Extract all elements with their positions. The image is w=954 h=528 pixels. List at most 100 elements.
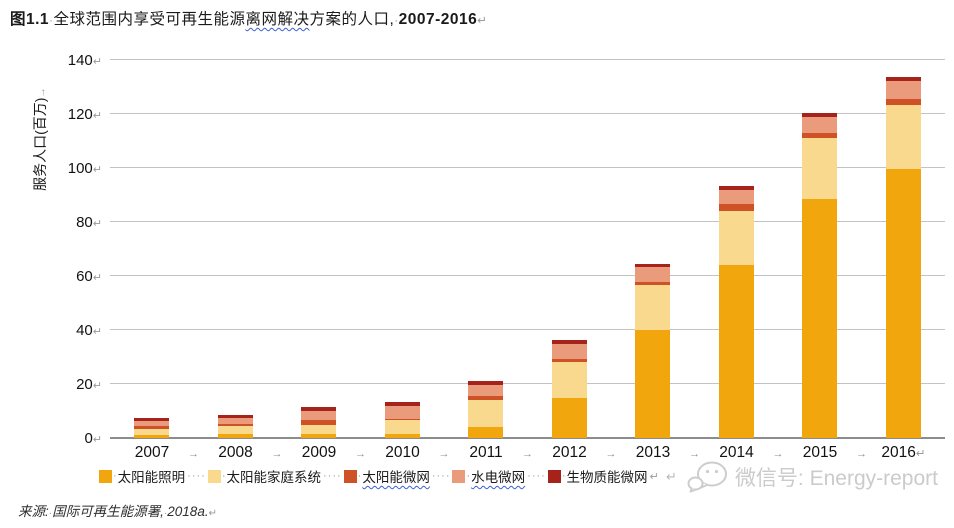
gridline <box>110 329 945 330</box>
bar-segment <box>217 414 253 419</box>
bar-segment <box>468 395 504 401</box>
gridline <box>110 383 945 384</box>
tab-mark: → <box>605 448 617 460</box>
paragraph-mark: ↵ <box>649 470 660 483</box>
bar-segment <box>468 400 504 428</box>
bar-2013 <box>635 263 671 438</box>
bar-segment <box>635 281 671 285</box>
x-tick-year: 2010 <box>385 444 420 461</box>
bar-segment <box>551 397 587 438</box>
paragraph-mark: ↵ <box>208 508 218 519</box>
bar-segment <box>551 361 587 398</box>
y-tick-value: 20 <box>76 376 93 393</box>
x-tick-label: 2015 <box>778 444 862 462</box>
x-tick-year: 2009 <box>301 444 337 461</box>
space-mark: · <box>163 508 168 519</box>
x-tick-label: 2012 <box>528 444 612 462</box>
x-tick-label: 2008 <box>194 444 278 462</box>
bar-segment <box>468 427 504 438</box>
source-year: 2018a. <box>167 504 209 519</box>
line-break-mark: ↵ <box>92 110 102 122</box>
source-note: 来源:·国际可再生能源署,·2018a.↵ <box>18 500 217 520</box>
legend-swatch <box>99 469 112 483</box>
bar-2009 <box>301 407 337 438</box>
bar-segment <box>134 421 170 427</box>
bar-segment <box>802 133 838 138</box>
x-tick-year: 2008 <box>218 444 253 461</box>
y-tick-label: 60↵ <box>32 268 102 285</box>
tab-mark: → <box>689 448 700 460</box>
tab-mark: → <box>355 448 366 460</box>
wechat-icon <box>687 461 727 493</box>
x-tick-label: 2010 <box>361 444 445 462</box>
bar-segment <box>885 104 921 170</box>
gridline <box>110 59 945 60</box>
bar-segment <box>217 433 253 438</box>
space-mark: · <box>561 470 566 482</box>
line-break-mark: ↵ <box>92 56 102 68</box>
legend-swatch <box>343 469 357 483</box>
space-mark: · <box>394 14 399 27</box>
x-tick-year: 2012 <box>552 444 587 461</box>
bar-segment <box>885 77 921 82</box>
x-tick-year: 2007 <box>134 444 170 461</box>
x-tick-year: 2015 <box>802 444 838 461</box>
bar-2016 <box>885 77 921 438</box>
plot-area: 0↵ 20↵ 40↵ 60↵ 80↵ 100↵ 120↵ 140↵ 2007 2008 → 2009 →… <box>68 52 945 461</box>
y-tick-label: 80↵ <box>32 214 102 231</box>
bar-segment <box>468 380 504 385</box>
y-tick-label: 140↵ <box>32 52 102 69</box>
bar-segment <box>384 418 420 420</box>
bar-segment <box>551 358 587 362</box>
bar-segment <box>635 284 671 330</box>
paragraph-mark: ↵ <box>915 447 926 460</box>
bar-segment <box>885 169 921 438</box>
legend-label: 太阳能照明 <box>117 470 186 485</box>
bar-segment <box>885 98 921 105</box>
bar-2014 <box>718 185 754 438</box>
legend-label: 太阳能家庭系统 <box>226 470 322 485</box>
y-tick-label: 120↵ <box>32 106 102 123</box>
x-tick-label: 2011 <box>444 444 528 462</box>
legend-label: 水电微网 <box>471 470 526 485</box>
x-tick-year: 2014 <box>719 444 754 461</box>
bar-segment <box>468 384 504 396</box>
bar-segment <box>384 433 420 438</box>
line-break-mark: ↵ <box>92 164 102 176</box>
space-marks: ···· <box>431 470 451 482</box>
bar-segment <box>134 426 170 430</box>
watermark: ↵ 微信号: Energy-report <box>666 460 938 494</box>
paragraph-mark: ↵ <box>477 14 488 27</box>
figure-title: 图1.1·全球范围内享受可再生能源离网解决方案的人口,·2007-2016↵ <box>10 7 488 29</box>
figure-number: 图1.1 <box>10 11 50 28</box>
tab-mark: → <box>772 448 784 460</box>
y-axis-title: 服务人口(百万)→ <box>30 73 50 205</box>
bar-segment <box>134 435 170 438</box>
legend: · 太阳能照明 ···· · 太阳能家庭系统 ···· · 太阳能微网 ···· · 水电微网 ···… <box>99 466 662 486</box>
tab-mark: → <box>36 87 48 98</box>
paragraph-mark: ↵ <box>666 469 677 484</box>
bar-segment <box>217 425 253 434</box>
bar-segment <box>718 211 754 266</box>
bar-segment <box>718 185 754 190</box>
tab-mark: → <box>188 448 199 460</box>
line-break-mark: ↵ <box>92 272 102 284</box>
title-text-tail: 方案的人口, <box>309 11 395 28</box>
bar-segment <box>301 420 337 426</box>
space-mark: · <box>221 470 226 482</box>
bar-segment <box>384 405 420 419</box>
bar-segment <box>718 189 754 204</box>
bar-segment <box>301 433 337 438</box>
space-mark: · <box>113 470 117 482</box>
bar-2011 <box>468 380 504 438</box>
bar-segment <box>802 113 838 117</box>
bar-2007 <box>134 418 170 438</box>
watermark-text: 微信号: Energy-report <box>734 467 938 490</box>
bar-segment <box>134 429 170 436</box>
bar-segment <box>551 344 587 359</box>
line-break-mark: ↵ <box>92 434 102 446</box>
y-tick-label: 100↵ <box>32 160 102 177</box>
bar-segment <box>551 340 587 345</box>
legend-swatch <box>547 469 561 483</box>
y-tick-label: 20↵ <box>32 376 102 393</box>
